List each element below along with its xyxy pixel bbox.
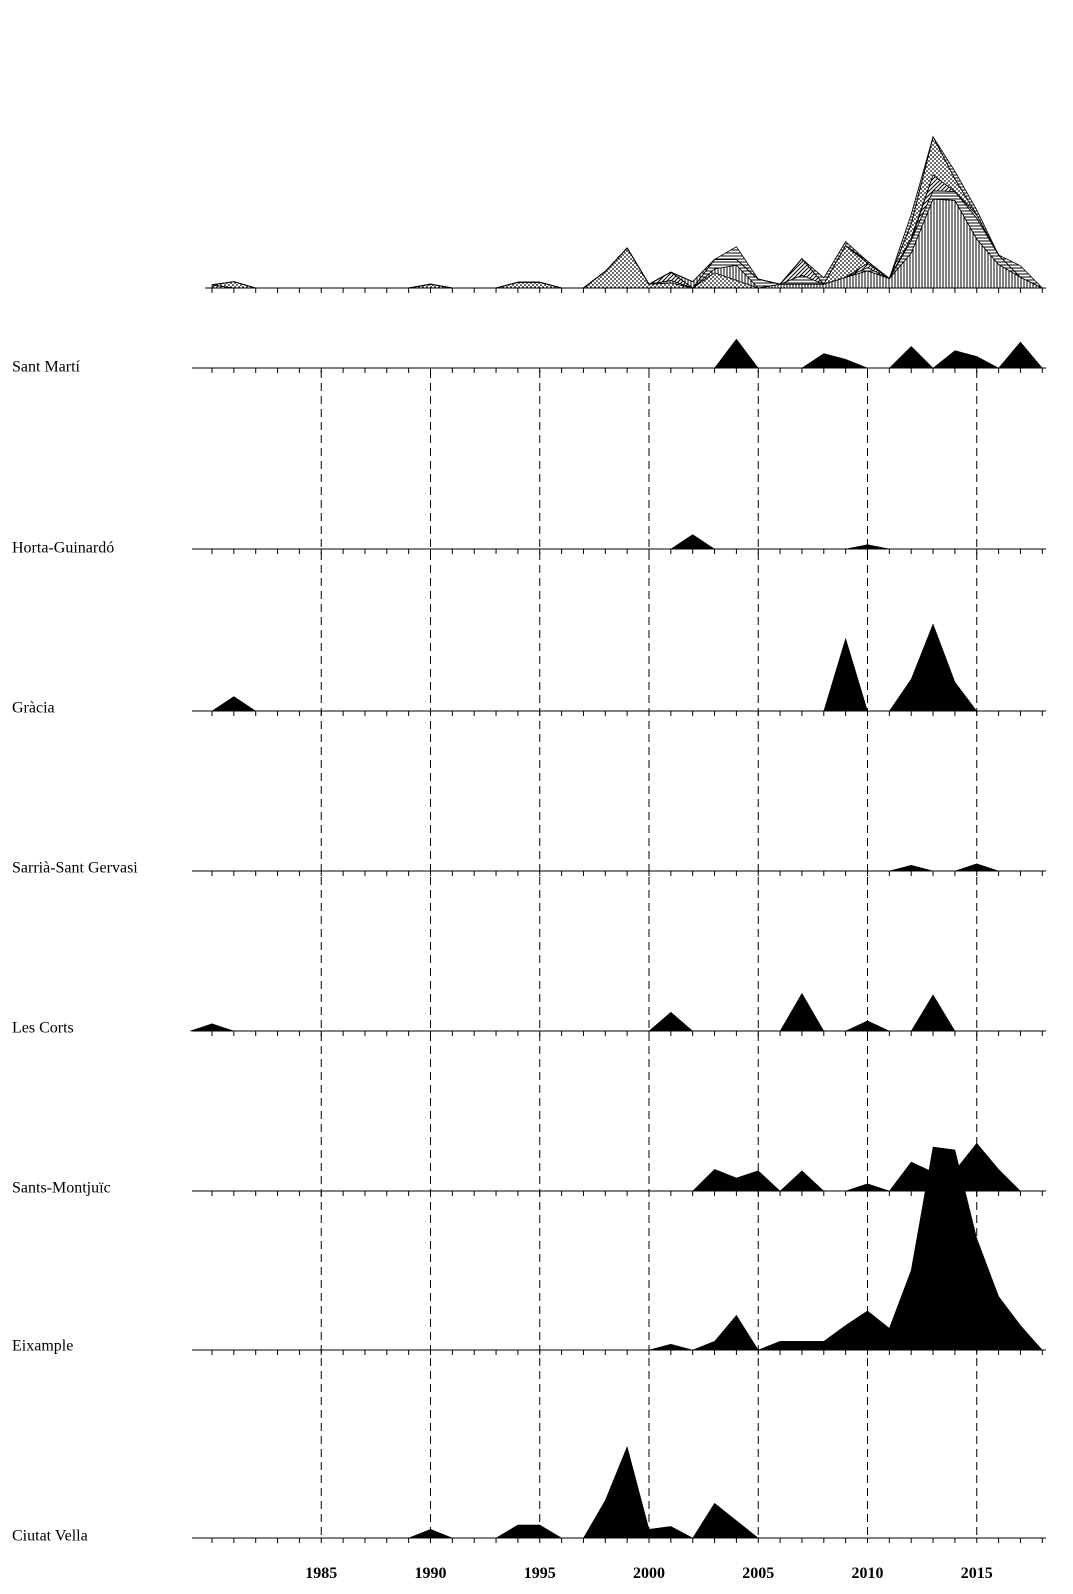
district-label: Sarrià-Sant Gervasi xyxy=(12,860,138,877)
district-area xyxy=(211,623,978,712)
district-row: Ciutat Vella xyxy=(12,1445,1046,1545)
district-row: Sant Martí xyxy=(12,338,1046,376)
district-area xyxy=(670,534,890,550)
year-labels: 1985 1990 1995 2000 2005 2010 2015 xyxy=(305,1565,993,1582)
district-rows: Sant Martí Horta-Guinardó Gràcia Sarrià-San… xyxy=(12,338,1046,1545)
year-label: 1985 xyxy=(305,1565,337,1582)
district-area xyxy=(714,338,1043,369)
district-area xyxy=(889,863,999,872)
year-label: 1995 xyxy=(524,1565,556,1582)
district-area xyxy=(692,1142,1022,1192)
district-row: Sarrià-Sant Gervasi xyxy=(12,860,1046,877)
stacked-total-area xyxy=(205,135,1046,293)
year-label: 2005 xyxy=(742,1565,774,1582)
district-area xyxy=(648,1146,1043,1351)
district-label: Ciutat Vella xyxy=(12,1528,88,1545)
district-label: Sant Martí xyxy=(12,359,81,376)
district-row: Horta-Guinardó xyxy=(12,534,1046,557)
district-row: Les Corts xyxy=(12,992,1046,1037)
district-label: Gràcia xyxy=(12,700,55,717)
district-label: Horta-Guinardó xyxy=(12,540,114,557)
year-label: 1990 xyxy=(415,1565,447,1582)
district-area xyxy=(408,1445,759,1539)
year-label: 2015 xyxy=(961,1565,993,1582)
district-label: Eixample xyxy=(12,1338,73,1355)
district-label: Les Corts xyxy=(12,1020,74,1037)
grid-layer xyxy=(320,370,978,1540)
district-row: Sants-Montjuïc xyxy=(12,1142,1046,1197)
year-label: 2010 xyxy=(852,1565,884,1582)
district-row: Gràcia xyxy=(12,623,1046,717)
district-label: Sants-Montjuïc xyxy=(12,1180,111,1197)
district-row: Eixample xyxy=(12,1146,1046,1355)
district-area xyxy=(190,992,956,1032)
year-label: 2000 xyxy=(633,1565,665,1582)
